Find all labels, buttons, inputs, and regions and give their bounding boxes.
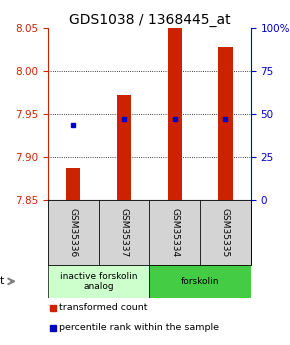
Bar [218, 47, 233, 200]
FancyBboxPatch shape [48, 265, 149, 298]
FancyBboxPatch shape [149, 200, 200, 265]
FancyBboxPatch shape [48, 200, 99, 265]
FancyBboxPatch shape [149, 265, 251, 298]
FancyBboxPatch shape [99, 200, 149, 265]
Bar [168, 28, 182, 200]
Text: inactive forskolin
analog: inactive forskolin analog [60, 272, 137, 291]
Text: GSM35336: GSM35336 [69, 208, 78, 257]
Text: GSM35334: GSM35334 [170, 208, 179, 257]
Text: percentile rank within the sample: percentile rank within the sample [59, 324, 219, 333]
Title: GDS1038 / 1368445_at: GDS1038 / 1368445_at [68, 12, 230, 27]
Text: GSM35335: GSM35335 [221, 208, 230, 257]
Bar [66, 168, 80, 200]
FancyBboxPatch shape [200, 200, 251, 265]
Text: agent: agent [0, 276, 5, 286]
Text: GSM35337: GSM35337 [119, 208, 128, 257]
Bar [117, 95, 131, 200]
Text: transformed count: transformed count [59, 303, 148, 312]
Text: forskolin: forskolin [181, 277, 219, 286]
